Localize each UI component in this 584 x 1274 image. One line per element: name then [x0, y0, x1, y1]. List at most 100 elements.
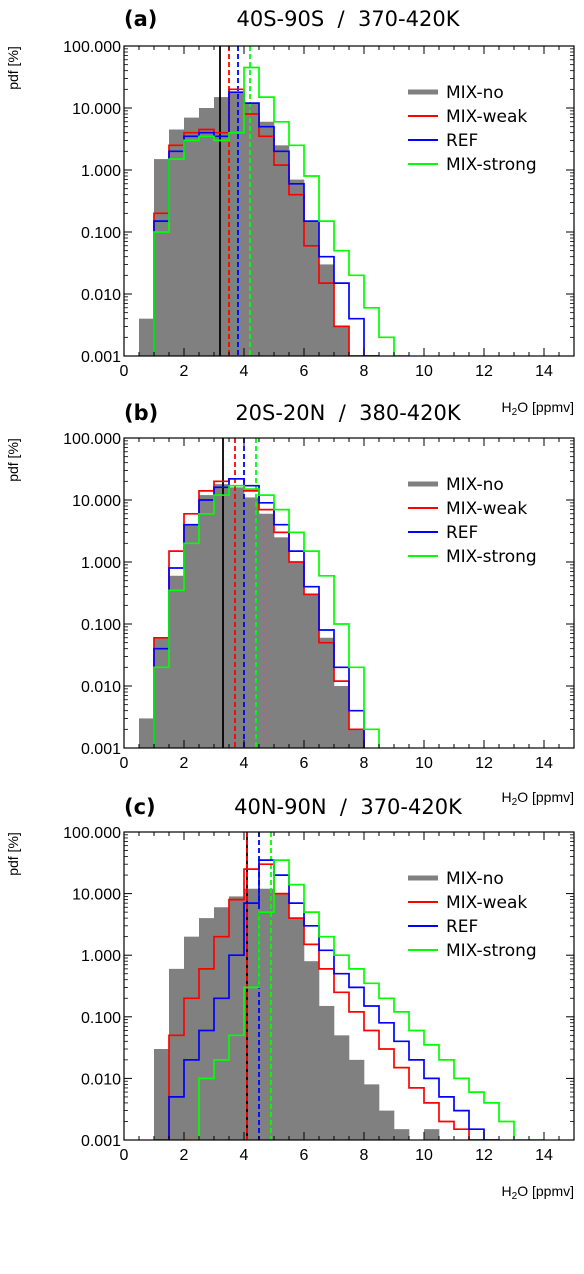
- x-tick-label: 0: [120, 1147, 129, 1164]
- legend-label-mix-weak: MIX-weak: [446, 499, 527, 519]
- x-tick-label: 0: [120, 363, 129, 380]
- bar-mix-no: [424, 1129, 440, 1140]
- legend-label-mix-strong: MIX-strong: [446, 155, 537, 175]
- y-tick-label: 100.000: [63, 39, 121, 56]
- bar-mix-no: [334, 686, 350, 748]
- bar-mix-no: [349, 729, 365, 748]
- y-tick-label: 0.001: [81, 1133, 121, 1150]
- bar-mix-no: [259, 513, 275, 748]
- legend-label-mix-strong: MIX-strong: [446, 547, 537, 567]
- x-tick-label: 8: [360, 1147, 369, 1164]
- y-tick-label: 1.000: [81, 555, 121, 572]
- series-mix-weak: [154, 863, 484, 1140]
- series-mix-strong: [184, 859, 544, 1140]
- bar-mix-no: [334, 326, 350, 356]
- y-tick-label: 100.000: [63, 825, 121, 842]
- bar-mix-no: [244, 103, 260, 356]
- legend-label-mix-weak: MIX-weak: [446, 107, 527, 127]
- y-tick-label: 0.010: [81, 679, 121, 696]
- bar-mix-no: [304, 961, 320, 1140]
- bar-mix-no: [274, 145, 290, 356]
- x-tick-label: 10: [415, 1147, 433, 1164]
- bar-mix-no: [169, 129, 185, 356]
- bar-mix-no: [259, 888, 275, 1140]
- x-tick-label: 10: [415, 363, 433, 380]
- x-tick-label: 14: [535, 1147, 553, 1164]
- bar-mix-no: [274, 893, 290, 1140]
- bar-mix-no: [259, 121, 275, 356]
- bar-mix-no: [274, 537, 290, 748]
- y-tick-label: 0.001: [81, 741, 121, 758]
- legend-label-ref: REF: [446, 523, 478, 543]
- bar-mix-no: [319, 637, 335, 748]
- y-tick-label: 0.001: [81, 349, 121, 366]
- bar-mix-no: [304, 221, 320, 356]
- legend-label-mix-no: MIX-no: [446, 83, 504, 103]
- legend-label-ref: REF: [446, 131, 478, 151]
- bar-mix-no: [214, 97, 230, 356]
- x-tick-label: 2: [180, 755, 189, 772]
- y-tick-label: 10.000: [72, 887, 121, 904]
- bar-mix-no: [229, 896, 245, 1140]
- bar-mix-no: [379, 1110, 395, 1140]
- bar-mix-no: [154, 159, 170, 356]
- bar-mix-no: [244, 497, 260, 748]
- legend-label-mix-weak: MIX-weak: [446, 893, 527, 913]
- y-tick-label: 0.100: [81, 1010, 121, 1027]
- x-tick-label: 8: [360, 755, 369, 772]
- x-tick-label: 6: [300, 363, 309, 380]
- bar-mix-no: [364, 1084, 380, 1140]
- panel-label: (a): [124, 7, 157, 31]
- x-tick-label: 14: [535, 755, 553, 772]
- x-tick-label: 14: [535, 363, 553, 380]
- x-tick-label: 12: [475, 363, 493, 380]
- x-tick-label: 0: [120, 755, 129, 772]
- bar-mix-no: [394, 1129, 410, 1140]
- y-tick-label: 0.010: [81, 1071, 121, 1088]
- x-axis-label: H2O [ppmv]: [502, 789, 574, 808]
- legend-label-mix-strong: MIX-strong: [446, 941, 537, 961]
- x-tick-label: 4: [240, 363, 249, 380]
- panel-title: 40S-90S / 370-420K: [237, 7, 461, 31]
- plot-area: [154, 832, 544, 1140]
- legend-label-mix-no: MIX-no: [446, 869, 504, 889]
- panel-a: (a) 40S-90S / 370-420K 0 2 4 6 8 10 12 14 0.001 0.0…: [5, 7, 575, 418]
- plot-area: [139, 46, 409, 356]
- x-tick-label: 6: [300, 755, 309, 772]
- y-tick-label: 10.000: [72, 493, 121, 510]
- y-axis-label: pdf [%]: [5, 438, 21, 482]
- x-axis-label: H2O [ppmv]: [502, 1183, 574, 1202]
- panel-c: (c) 40N-90N / 370-420K 0 2 4 6 8 10 12 14 0.001 0.0…: [5, 795, 575, 1202]
- bar-mix-no: [214, 907, 230, 1140]
- x-axis-label: H2O [ppmv]: [502, 399, 574, 418]
- panel-label: (c): [124, 795, 156, 819]
- y-tick-label: 1.000: [81, 163, 121, 180]
- bar-mix-no: [199, 918, 215, 1140]
- x-tick-label: 2: [180, 1147, 189, 1164]
- bar-mix-no: [169, 968, 185, 1140]
- panel-title: 20S-20N / 380-420K: [235, 401, 462, 425]
- bar-mix-no: [139, 718, 155, 748]
- x-tick-label: 10: [415, 755, 433, 772]
- x-tick-label: 4: [240, 755, 249, 772]
- series-ref: [153, 91, 379, 356]
- bar-mix-no: [214, 484, 230, 748]
- legend-label-mix-no: MIX-no: [446, 475, 504, 495]
- bar-mix-no: [169, 575, 185, 748]
- bar-mix-no: [154, 1049, 170, 1140]
- series-mix-strong: [153, 484, 380, 748]
- bar-mix-no: [184, 117, 200, 356]
- bar-mix-no: [289, 179, 305, 356]
- plot-area: [139, 438, 380, 748]
- bar-mix-no: [289, 562, 305, 748]
- bar-mix-no: [184, 524, 200, 748]
- y-axis-label: pdf [%]: [5, 832, 21, 876]
- bar-mix-no: [319, 1005, 335, 1140]
- bar-mix-no: [229, 92, 245, 356]
- series-mix-strong: [153, 66, 409, 356]
- bar-mix-no: [139, 318, 155, 356]
- x-tick-label: 12: [475, 755, 493, 772]
- y-tick-label: 0.100: [81, 617, 121, 634]
- bar-mix-no: [304, 594, 320, 748]
